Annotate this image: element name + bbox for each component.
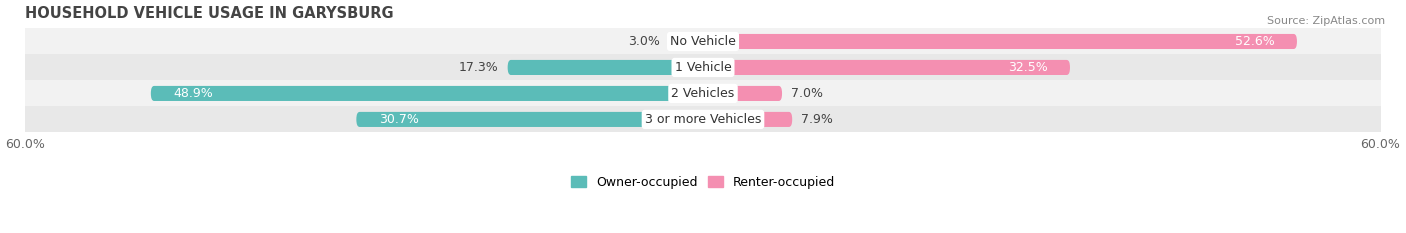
Text: 3 or more Vehicles: 3 or more Vehicles	[645, 113, 761, 126]
Bar	[25, 28, 1381, 55]
Text: 7.0%: 7.0%	[792, 87, 823, 100]
Bar	[25, 106, 1381, 132]
Text: 48.9%: 48.9%	[173, 87, 214, 100]
Text: 7.9%: 7.9%	[801, 113, 834, 126]
Legend: Owner-occupied, Renter-occupied: Owner-occupied, Renter-occupied	[571, 176, 835, 189]
FancyBboxPatch shape	[703, 112, 792, 127]
Text: 2 Vehicles: 2 Vehicles	[672, 87, 734, 100]
Text: No Vehicle: No Vehicle	[671, 35, 735, 48]
Text: 30.7%: 30.7%	[380, 113, 419, 126]
FancyBboxPatch shape	[703, 60, 1070, 75]
Text: 1 Vehicle: 1 Vehicle	[675, 61, 731, 74]
FancyBboxPatch shape	[703, 34, 1296, 49]
FancyBboxPatch shape	[669, 34, 703, 49]
Text: 3.0%: 3.0%	[628, 35, 659, 48]
Bar	[25, 80, 1381, 106]
Text: Source: ZipAtlas.com: Source: ZipAtlas.com	[1267, 16, 1385, 26]
FancyBboxPatch shape	[356, 112, 703, 127]
FancyBboxPatch shape	[150, 86, 703, 101]
Text: 32.5%: 32.5%	[1008, 61, 1047, 74]
Bar	[25, 55, 1381, 80]
Text: 17.3%: 17.3%	[458, 61, 499, 74]
FancyBboxPatch shape	[703, 86, 782, 101]
FancyBboxPatch shape	[508, 60, 703, 75]
Text: 52.6%: 52.6%	[1234, 35, 1274, 48]
Text: HOUSEHOLD VEHICLE USAGE IN GARYSBURG: HOUSEHOLD VEHICLE USAGE IN GARYSBURG	[25, 6, 394, 21]
